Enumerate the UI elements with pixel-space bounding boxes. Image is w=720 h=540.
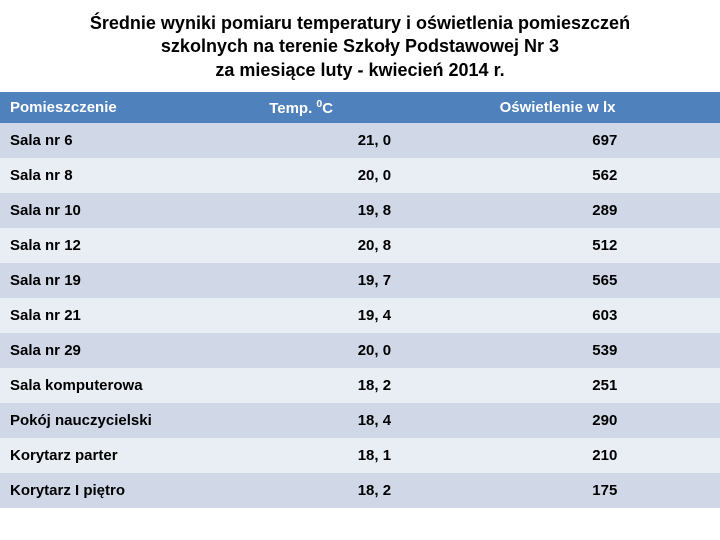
- col-header-temp: Temp. 0C: [259, 92, 489, 123]
- cell-light: 251: [490, 368, 720, 403]
- cell-light: 175: [490, 473, 720, 508]
- title-line-3: za miesiące luty - kwiecień 2014 r.: [215, 60, 504, 80]
- page-title: Średnie wyniki pomiaru temperatury i ośw…: [0, 0, 720, 92]
- cell-room: Sala nr 10: [0, 193, 259, 228]
- cell-light: 210: [490, 438, 720, 473]
- table-row: Korytarz parter18, 1210: [0, 438, 720, 473]
- cell-light: 565: [490, 263, 720, 298]
- cell-room: Sala nr 29: [0, 333, 259, 368]
- cell-room: Sala nr 12: [0, 228, 259, 263]
- table-row: Sala nr 621, 0697: [0, 123, 720, 158]
- title-line-2: szkolnych na terenie Szkoły Podstawowej …: [161, 36, 559, 56]
- cell-temp: 18, 2: [259, 368, 489, 403]
- table-row: Sala nr 1019, 8289: [0, 193, 720, 228]
- measurements-table: Pomieszczenie Temp. 0C Oświetlenie w lx …: [0, 92, 720, 508]
- table-row: Sala komputerowa18, 2251: [0, 368, 720, 403]
- cell-temp: 20, 8: [259, 228, 489, 263]
- title-line-1: Średnie wyniki pomiaru temperatury i ośw…: [90, 13, 630, 33]
- cell-light: 603: [490, 298, 720, 333]
- table-header-row: Pomieszczenie Temp. 0C Oświetlenie w lx: [0, 92, 720, 123]
- table-body: Sala nr 621, 0697Sala nr 820, 0562Sala n…: [0, 123, 720, 508]
- cell-room: Sala komputerowa: [0, 368, 259, 403]
- cell-room: Sala nr 6: [0, 123, 259, 158]
- table-row: Korytarz I piętro18, 2175: [0, 473, 720, 508]
- table-row: Sala nr 1919, 7565: [0, 263, 720, 298]
- cell-light: 562: [490, 158, 720, 193]
- cell-room: Sala nr 21: [0, 298, 259, 333]
- cell-room: Sala nr 8: [0, 158, 259, 193]
- table-row: Sala nr 820, 0562: [0, 158, 720, 193]
- cell-room: Korytarz parter: [0, 438, 259, 473]
- cell-temp: 19, 4: [259, 298, 489, 333]
- cell-light: 697: [490, 123, 720, 158]
- cell-light: 289: [490, 193, 720, 228]
- table-row: Sala nr 2920, 0539: [0, 333, 720, 368]
- cell-temp: 19, 8: [259, 193, 489, 228]
- temp-label-prefix: Temp.: [269, 100, 316, 117]
- cell-room: Pokój nauczycielski: [0, 403, 259, 438]
- cell-light: 512: [490, 228, 720, 263]
- cell-temp: 20, 0: [259, 158, 489, 193]
- col-header-room: Pomieszczenie: [0, 92, 259, 123]
- cell-temp: 18, 4: [259, 403, 489, 438]
- cell-light: 290: [490, 403, 720, 438]
- cell-room: Sala nr 19: [0, 263, 259, 298]
- cell-temp: 21, 0: [259, 123, 489, 158]
- cell-temp: 20, 0: [259, 333, 489, 368]
- col-header-light: Oświetlenie w lx: [490, 92, 720, 123]
- cell-temp: 18, 1: [259, 438, 489, 473]
- cell-temp: 19, 7: [259, 263, 489, 298]
- cell-room: Korytarz I piętro: [0, 473, 259, 508]
- temp-label-suffix: C: [322, 100, 333, 117]
- table-row: Pokój nauczycielski18, 4290: [0, 403, 720, 438]
- cell-temp: 18, 2: [259, 473, 489, 508]
- cell-light: 539: [490, 333, 720, 368]
- table-row: Sala nr 1220, 8512: [0, 228, 720, 263]
- table-row: Sala nr 2119, 4603: [0, 298, 720, 333]
